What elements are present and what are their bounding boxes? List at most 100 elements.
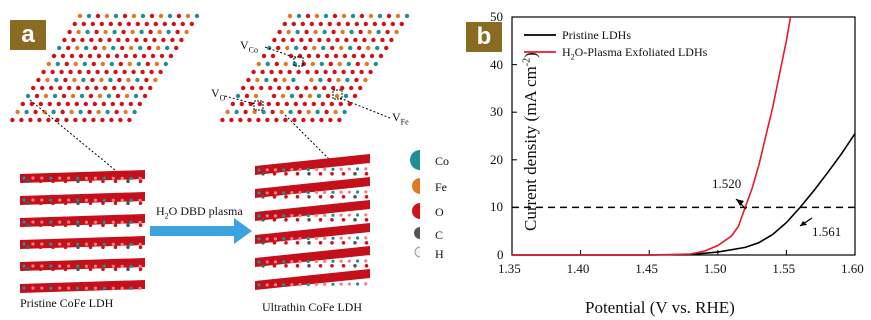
lattice-atom: [301, 61, 306, 67]
lattice-atom: [194, 13, 200, 19]
lattice-atom: [165, 45, 170, 51]
layer-atom: [265, 283, 269, 287]
lattice-atom: [64, 61, 70, 67]
lattice-atom: [76, 29, 81, 35]
lattice-atom: [319, 117, 324, 123]
layer-atom: [58, 264, 62, 268]
lattice-atom: [404, 13, 410, 19]
interlayer-atom: [318, 172, 323, 176]
layer-atom: [40, 242, 44, 246]
lattice-atom: [364, 61, 369, 67]
lattice-atom: [372, 21, 377, 27]
lattice-atom: [95, 69, 100, 75]
lattice-atom: [342, 53, 348, 59]
lattice-atom: [292, 117, 297, 123]
layer-atom: [75, 242, 80, 246]
interlayer-atom: [38, 245, 43, 249]
lattice-atom: [264, 77, 269, 83]
lattice-atom: [47, 101, 52, 107]
lattice-atom: [51, 53, 57, 59]
lattice-atom: [55, 61, 60, 67]
lattice-atom: [385, 29, 390, 35]
vacancy-fe-label: VFe: [392, 110, 409, 127]
interlayer-atom: [272, 241, 277, 245]
lattice-atom: [108, 77, 113, 83]
lattice-atom: [286, 85, 291, 91]
lattice-atom: [302, 101, 307, 107]
layer-atom: [273, 237, 278, 241]
layer-atom: [257, 260, 261, 264]
lattice-atom: [139, 29, 144, 35]
layer-atom: [339, 282, 343, 286]
lattice-atom: [375, 45, 380, 51]
layer-atom: [111, 176, 115, 180]
layer-atom: [31, 286, 35, 290]
layer-atom: [364, 167, 368, 171]
lattice-atom: [260, 69, 265, 75]
lattice-atom: [297, 109, 302, 115]
lattice-atom: [117, 77, 122, 83]
lattice-atom: [80, 37, 85, 43]
lattice-atom: [52, 93, 58, 99]
lattice-atom: [175, 29, 180, 35]
layer-atom: [22, 242, 26, 246]
lattice-atom: [268, 85, 273, 91]
layer-atom: [49, 264, 53, 268]
lattice-atom: [96, 53, 102, 59]
lattice-atom: [20, 101, 25, 107]
lattice-atom: [61, 93, 67, 99]
lattice-atom: [185, 13, 191, 19]
interlayer-atom: [63, 223, 68, 227]
vacancy-co-label: VCo: [240, 38, 259, 55]
interlayer-atom: [88, 179, 93, 183]
lattice-atom: [341, 69, 346, 75]
layer-atom: [102, 242, 106, 246]
lattice-atom: [72, 77, 77, 83]
lattice-atom: [317, 37, 322, 43]
lattice-atom: [278, 69, 283, 75]
lattice-atom: [112, 85, 117, 91]
interlayer-atom: [126, 267, 130, 272]
lattice-atom: [167, 13, 173, 19]
lattice-atom: [89, 37, 94, 43]
lattice-atom: [144, 21, 149, 27]
layer-atom: [31, 176, 35, 180]
layer-atom: [314, 213, 319, 217]
interlayer-atom: [330, 195, 334, 199]
atom-legend: [410, 150, 420, 258]
lattice-atom: [328, 117, 333, 123]
layer-atom: [282, 214, 286, 218]
lattice-atom: [25, 93, 31, 99]
layer-atom: [290, 260, 294, 264]
lattice-atom: [283, 117, 288, 123]
lattice-atom: [163, 61, 168, 67]
lattice-atom: [326, 37, 331, 43]
lattice-atom: [118, 117, 123, 123]
legend-label-h: H: [435, 247, 444, 261]
lattice-atom: [320, 101, 325, 107]
layer-atom: [129, 286, 133, 290]
legend-label-o: O: [435, 205, 444, 219]
lattice-atom: [354, 21, 359, 27]
layer-atom: [58, 198, 62, 202]
lattice-atom: [288, 109, 293, 115]
lattice-atom: [229, 117, 234, 123]
lattice-atom: [60, 53, 66, 59]
lattice-atom: [184, 29, 189, 35]
legend-label-c: C: [435, 228, 444, 242]
lattice-atom: [394, 29, 399, 35]
lattice-atom: [115, 93, 121, 99]
layer-atom: [355, 259, 360, 263]
layer-atom: [111, 286, 115, 290]
layer-atom: [323, 236, 327, 240]
layer-atom: [111, 198, 115, 202]
layer-atom: [75, 286, 80, 290]
interlayer-atom: [284, 264, 288, 268]
interlayer-atom: [284, 241, 288, 245]
interlayer-atom: [138, 223, 143, 227]
lattice-atom: [225, 109, 230, 115]
lattice-atom: [342, 109, 347, 115]
layer-atom: [40, 176, 44, 180]
lattice-atom: [132, 53, 138, 59]
lattice-atom: [126, 21, 131, 27]
